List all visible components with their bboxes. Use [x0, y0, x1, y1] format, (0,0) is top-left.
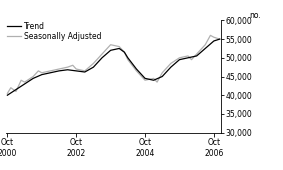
Trend	[152, 79, 155, 81]
Seasonally Adjusted	[152, 77, 155, 79]
Trend	[135, 68, 138, 70]
Seasonally Adjusted	[6, 92, 9, 94]
Seasonally Adjusted	[74, 68, 78, 70]
Seasonally Adjusted	[155, 81, 159, 83]
Seasonally Adjusted	[135, 70, 138, 72]
Trend	[92, 66, 95, 68]
Trend	[6, 94, 9, 96]
Seasonally Adjusted	[126, 59, 130, 61]
Seasonally Adjusted	[203, 44, 207, 46]
Seasonally Adjusted	[143, 79, 147, 81]
Seasonally Adjusted	[169, 62, 173, 64]
Seasonally Adjusted	[66, 66, 69, 68]
Trend	[14, 89, 18, 91]
Seasonally Adjusted	[209, 34, 212, 36]
Line: Trend: Trend	[7, 39, 220, 95]
Seasonally Adjusted	[117, 46, 121, 48]
Seasonally Adjusted	[218, 38, 221, 40]
Seasonally Adjusted	[23, 81, 26, 83]
Trend	[126, 57, 130, 59]
Trend	[66, 69, 69, 71]
Trend	[143, 77, 147, 79]
Trend	[178, 59, 181, 61]
Trend	[109, 49, 112, 51]
Trend	[212, 40, 216, 42]
Trend	[31, 77, 35, 79]
Seasonally Adjusted	[109, 44, 112, 46]
Seasonally Adjusted	[37, 70, 40, 72]
Trend	[186, 57, 190, 59]
Seasonally Adjusted	[49, 70, 52, 72]
Trend	[123, 51, 126, 53]
Seasonally Adjusted	[92, 62, 95, 64]
Line: Seasonally Adjusted: Seasonally Adjusted	[7, 35, 220, 93]
Seasonally Adjusted	[71, 64, 74, 66]
Seasonally Adjusted	[14, 90, 18, 92]
Trend	[40, 74, 44, 76]
Seasonally Adjusted	[212, 36, 216, 38]
Trend	[195, 55, 198, 57]
Seasonally Adjusted	[31, 75, 35, 78]
Trend	[74, 70, 78, 72]
Seasonally Adjusted	[20, 79, 23, 81]
Trend	[160, 75, 164, 78]
Trend	[218, 38, 221, 40]
Trend	[203, 47, 207, 49]
Seasonally Adjusted	[178, 57, 181, 59]
Trend	[100, 57, 104, 59]
Trend	[117, 47, 121, 49]
Trend	[83, 71, 87, 73]
Seasonally Adjusted	[9, 87, 12, 89]
Seasonally Adjusted	[160, 72, 164, 74]
Seasonally Adjusted	[195, 53, 198, 55]
Trend	[23, 83, 26, 85]
Trend	[57, 70, 61, 72]
Seasonally Adjusted	[123, 51, 126, 53]
Seasonally Adjusted	[40, 72, 44, 74]
Trend	[169, 66, 173, 68]
Seasonally Adjusted	[186, 55, 190, 57]
Seasonally Adjusted	[190, 59, 193, 61]
Y-axis label: no.: no.	[249, 11, 261, 20]
Trend	[49, 72, 52, 74]
Seasonally Adjusted	[83, 70, 87, 72]
Seasonally Adjusted	[100, 53, 104, 55]
Seasonally Adjusted	[57, 68, 61, 70]
Legend: Trend, Seasonally Adjusted: Trend, Seasonally Adjusted	[7, 22, 102, 41]
